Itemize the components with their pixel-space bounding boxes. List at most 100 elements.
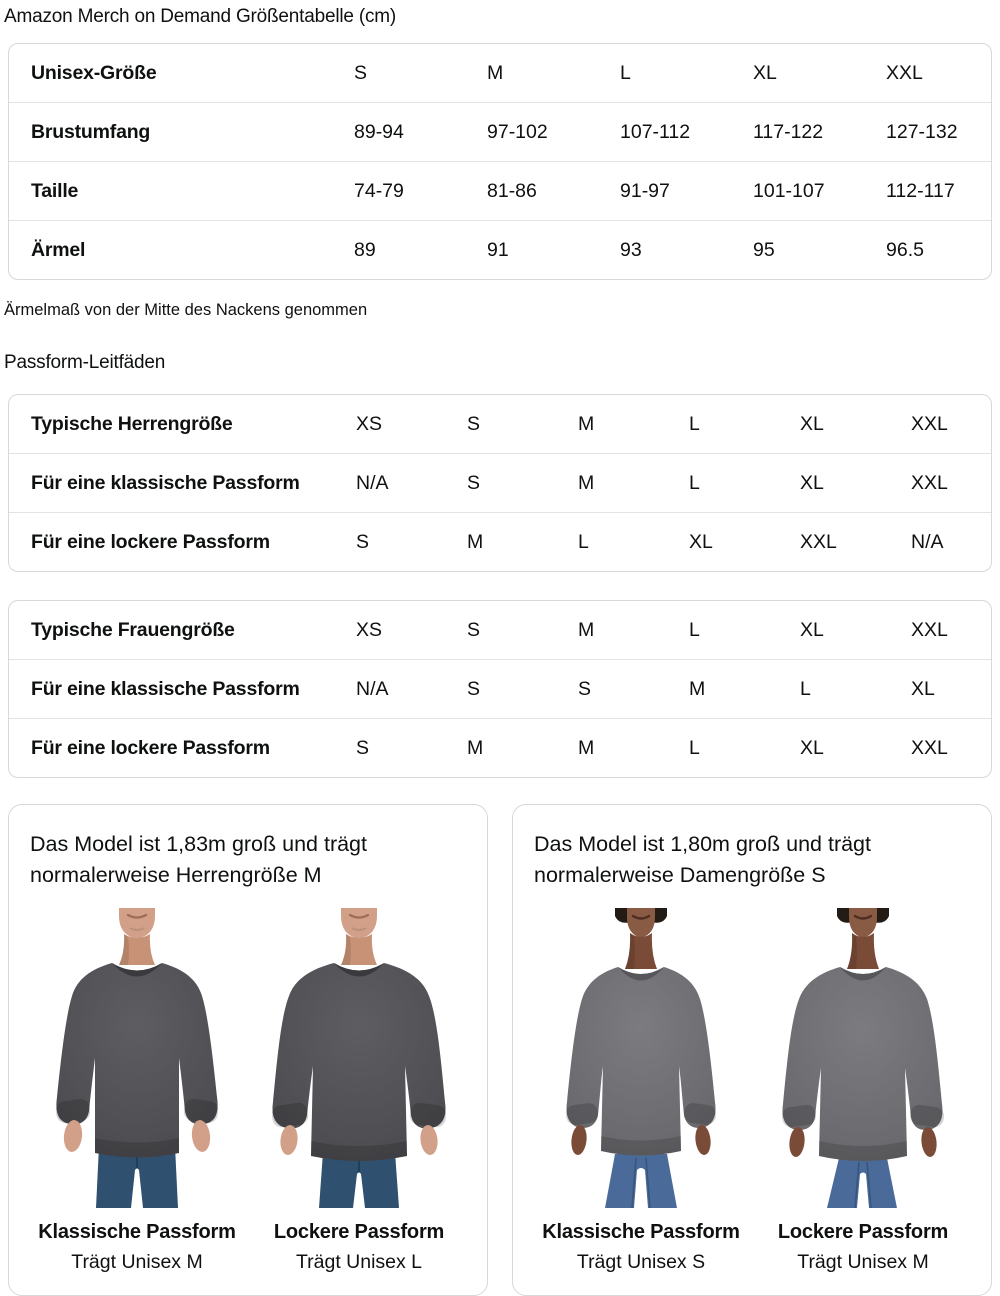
table-cell: XL: [800, 618, 824, 641]
men-fit-table: Typische Herrengröße XS S M L XL XXL Für…: [8, 394, 992, 572]
model-photo-men-loose-fit: [271, 908, 447, 1208]
model-description: Das Model ist 1,80m groß und trägt norma…: [534, 832, 871, 887]
table-cell: 96.5: [886, 238, 924, 261]
table-row-chest: Brustumfang 89-94 97-102 107-112 117-122…: [9, 102, 991, 161]
table-cell: S: [467, 412, 481, 435]
table-cell: S: [467, 618, 481, 641]
table-header-row: Unisex-Größe S M L XL XXL: [9, 44, 991, 102]
table-row: Typische Herrengröße XS S M L XL XXL: [9, 395, 991, 453]
table-row: Für eine klassische Passform N/A S S M L…: [9, 659, 991, 718]
table-cell: N/A: [911, 530, 944, 553]
table-cell: 81-86: [487, 179, 537, 202]
table-cell: 127-132: [886, 120, 958, 143]
table-row-sleeve: Ärmel 89 91 93 95 96.5: [9, 220, 991, 279]
row-label: Ärmel: [31, 238, 86, 261]
table-cell: 89-94: [354, 120, 404, 143]
table-row-waist: Taille 74-79 81-86 91-97 101-107 112-117: [9, 161, 991, 220]
table-cell: N/A: [356, 471, 389, 494]
table-cell: L: [689, 412, 700, 435]
table-cell: XL: [800, 471, 824, 494]
women-fit-table: Typische Frauengröße XS S M L XL XXL Für…: [8, 600, 992, 778]
fit-label: Lockere Passform: [273, 1221, 445, 1243]
table-cell: L: [689, 471, 700, 494]
table-row: Für eine lockere Passform S M M L XL XXL: [9, 718, 991, 777]
row-label: Typische Herrengröße: [31, 412, 233, 435]
table-cell: M: [578, 618, 595, 641]
model-card-men: Das Model ist 1,83m groß und trägt norma…: [8, 804, 488, 1296]
table-cell: M: [467, 736, 484, 759]
fit-label: Klassische Passform: [38, 1221, 236, 1243]
table-cell: M: [578, 736, 595, 759]
fit-label: Lockere Passform: [777, 1221, 949, 1243]
model-photos: [30, 908, 466, 1208]
table-cell: 117-122: [753, 120, 824, 143]
table-cell: L: [800, 677, 811, 700]
table-cell: 93: [620, 238, 642, 261]
table-cell: S: [467, 677, 481, 700]
caption-loose-fit: Lockere Passform Trägt Unisex M: [757, 1221, 969, 1274]
fit-label: Klassische Passform: [542, 1221, 740, 1243]
fit-guides-heading: Passform-Leitfäden: [4, 352, 166, 373]
unisex-size-table: Unisex-Größe S M L XL XXL Brustumfang 89…: [8, 43, 992, 280]
table-cell: XXL: [911, 736, 948, 759]
row-label: Für eine klassische Passform: [31, 677, 300, 700]
size-col-l: L: [620, 61, 631, 84]
row-label: Taille: [31, 179, 79, 202]
table-cell: S: [356, 530, 370, 553]
size-col-xl: XL: [753, 61, 777, 84]
size-worn-label: Trägt Unisex L: [295, 1251, 423, 1273]
table-cell: XS: [356, 412, 383, 435]
size-worn-label: Trägt Unisex M: [797, 1251, 929, 1273]
size-col-s: S: [354, 61, 368, 84]
model-photos: [534, 908, 970, 1208]
size-worn-label: Trägt Unisex M: [71, 1251, 203, 1273]
table-cell: XS: [356, 618, 383, 641]
table-cell: 101-107: [753, 179, 825, 202]
table-cell: 107-112: [620, 120, 691, 143]
table-cell: M: [689, 677, 706, 700]
table-cell: N/A: [356, 677, 389, 700]
table-cell: XL: [689, 530, 713, 553]
model-photo-women-classic-fit: [565, 908, 717, 1208]
row-label: Für eine lockere Passform: [31, 530, 270, 553]
table-cell: 97-102: [487, 120, 548, 143]
caption-classic-fit: Klassische Passform Trägt Unisex S: [535, 1221, 747, 1274]
figure-captions: Klassische Passform Trägt Unisex S Locke…: [534, 1221, 970, 1274]
table-cell: S: [467, 471, 481, 494]
table-cell: M: [578, 471, 595, 494]
table-cell: M: [467, 530, 484, 553]
row-label: Für eine klassische Passform: [31, 471, 300, 494]
caption-loose-fit: Lockere Passform Trägt Unisex L: [253, 1221, 465, 1274]
model-description: Das Model ist 1,83m groß und trägt norma…: [30, 832, 367, 887]
table-cell: S: [578, 677, 592, 700]
table-cell: XXL: [800, 530, 837, 553]
table-row: Für eine lockere Passform S M L XL XXL N…: [9, 512, 991, 571]
table-cell: L: [689, 618, 700, 641]
table-cell: XXL: [911, 471, 948, 494]
table-cell: 74-79: [354, 179, 404, 202]
table-row: Typische Frauengröße XS S M L XL XXL: [9, 601, 991, 659]
figure-captions: Klassische Passform Trägt Unisex M Locke…: [30, 1221, 466, 1274]
caption-classic-fit: Klassische Passform Trägt Unisex M: [31, 1221, 243, 1274]
row-label: Für eine lockere Passform: [31, 736, 270, 759]
table-cell: 95: [753, 238, 775, 261]
table-cell: XL: [800, 736, 824, 759]
model-card-women: Das Model ist 1,80m groß und trägt norma…: [512, 804, 992, 1296]
page-title: Amazon Merch on Demand Größentabelle (cm…: [4, 6, 397, 27]
row-label: Brustumfang: [31, 120, 151, 143]
table-cell: XXL: [911, 412, 948, 435]
table-cell: XL: [911, 677, 935, 700]
size-col-xxl: XXL: [886, 61, 923, 84]
size-col-m: M: [487, 61, 504, 84]
size-worn-label: Trägt Unisex S: [576, 1251, 706, 1273]
table-cell: S: [356, 736, 370, 759]
table-cell: 91-97: [620, 179, 670, 202]
table-cell: XXL: [911, 618, 948, 641]
table-cell: M: [578, 412, 595, 435]
table-cell: 89: [354, 238, 376, 261]
row-label: Unisex-Größe: [31, 61, 157, 84]
table-cell: XL: [800, 412, 824, 435]
model-photo-men-classic-fit: [55, 908, 219, 1208]
model-photo-women-loose-fit: [781, 908, 945, 1208]
